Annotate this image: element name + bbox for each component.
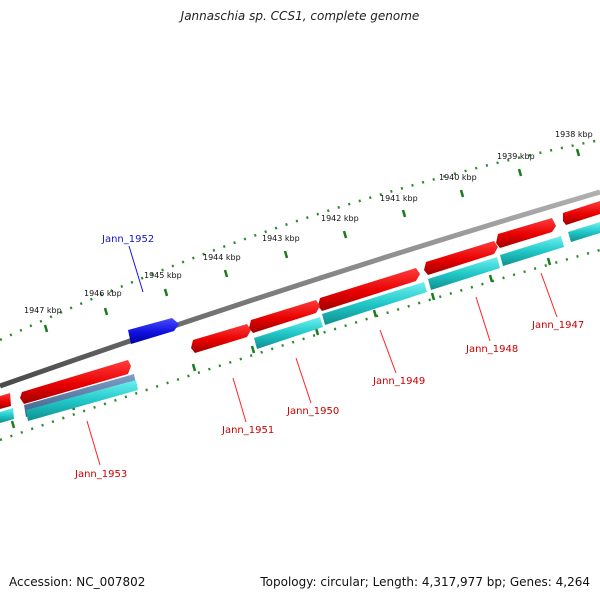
gene-label[interactable]: Jann_1951 xyxy=(221,425,274,436)
genome-info: Topology: circular; Length: 4,317,977 bp… xyxy=(260,575,590,589)
gene-label[interactable]: Jann_1950 xyxy=(286,406,339,417)
tick-label: 1944 kbp xyxy=(203,253,241,262)
tick-mark-1944 xyxy=(223,269,229,278)
gene-bar-jann_1951[interactable] xyxy=(254,317,323,349)
tick-mark-1938 xyxy=(575,148,581,157)
tick-mark-1940 xyxy=(459,189,465,198)
gene-arrow-jann_1950[interactable] xyxy=(318,268,420,311)
label-connectors xyxy=(86,245,558,466)
tick-mark-1945 xyxy=(163,288,169,297)
gene-arrow-jann_1948[interactable] xyxy=(496,218,556,248)
reverse-strand-genes xyxy=(0,222,600,423)
gene-labels: Jann_1947 Jann_1948 Jann_1949 Jann_1950 … xyxy=(74,234,584,480)
tick-mark-1947 xyxy=(43,324,49,333)
gene-bar-jann_1949[interactable] xyxy=(428,257,500,290)
tick-label: 1942 kbp xyxy=(321,214,359,223)
genome-backbone xyxy=(0,189,600,389)
tick-mark-1946 xyxy=(103,307,109,316)
tick-label: 1941 kbp xyxy=(380,194,418,203)
gene-bar-jann_1950[interactable] xyxy=(322,282,427,325)
tick-mark-1942 xyxy=(342,230,348,239)
gene-arrow-jann_1951[interactable] xyxy=(249,300,320,333)
gene-label[interactable]: Jann_1948 xyxy=(465,344,518,355)
tick-mark-1941 xyxy=(401,209,407,218)
tick-label: 1945 kbp xyxy=(144,271,182,280)
outer-tick-ring xyxy=(0,138,600,342)
gene-label[interactable]: Jann_1949 xyxy=(372,376,425,387)
tick-labels: 1938 kbp 1939 kbp 1940 kbp 1941 kbp 1942… xyxy=(24,130,593,315)
gene-arrow-jann_1949[interactable] xyxy=(424,241,498,275)
gene-arrow-jann_1953[interactable] xyxy=(20,360,131,404)
gene-bar-jann_1947[interactable] xyxy=(568,222,600,242)
tick-label: 1938 kbp xyxy=(555,130,593,139)
gene-arrow-jann_1947[interactable] xyxy=(563,201,600,225)
tick-label: 1946 kbp xyxy=(84,289,122,298)
tick-label: 1947 kbp xyxy=(24,306,62,315)
tick-label: 1939 kbp xyxy=(497,152,535,161)
accession-label: Accession: NC_007802 xyxy=(9,575,146,589)
tick-label: 1940 kbp xyxy=(439,173,477,182)
gene-bar-jann_1953b[interactable] xyxy=(26,380,138,421)
gene-arrow-edge[interactable] xyxy=(0,393,11,409)
gene-arrow-jann_1952[interactable] xyxy=(128,318,179,344)
forward-strand-genes xyxy=(0,201,600,409)
gene-label[interactable]: Jann_1952 xyxy=(101,234,154,245)
tick-mark-1943 xyxy=(283,250,289,259)
gene-label[interactable]: Jann_1947 xyxy=(531,320,584,331)
tick-label: 1943 kbp xyxy=(262,234,300,243)
gene-bar-jann_1948[interactable] xyxy=(500,236,564,266)
gene-bar-edge[interactable] xyxy=(0,408,14,423)
gene-label[interactable]: Jann_1953 xyxy=(74,469,127,480)
map-title: Jannaschia sp. CCS1, complete genome xyxy=(180,9,420,23)
gene-arrow-jann_1951b[interactable] xyxy=(191,324,251,353)
tick-mark-1939 xyxy=(517,168,523,177)
